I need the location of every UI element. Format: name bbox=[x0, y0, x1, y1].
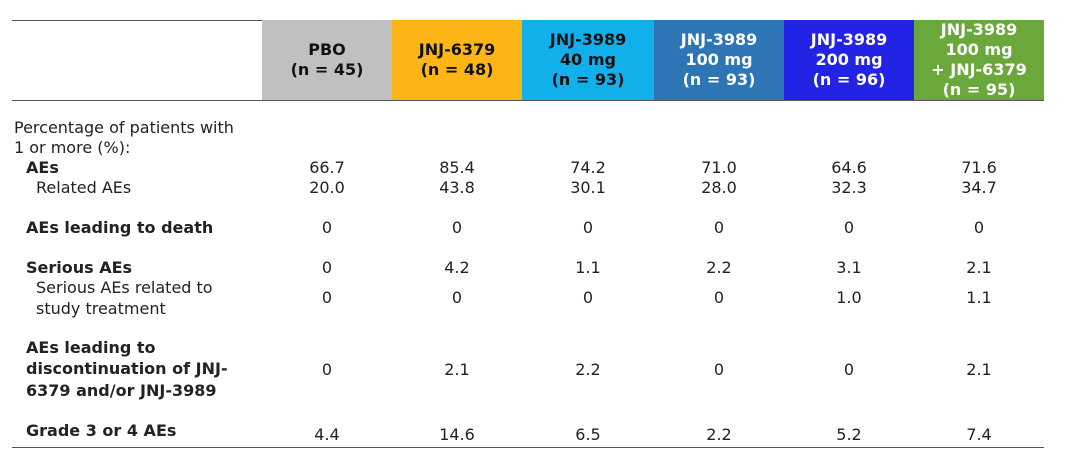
cell-value: 20.0 bbox=[309, 178, 345, 197]
header-line: (n = 48) bbox=[420, 60, 494, 79]
cell-value: 5.2 bbox=[836, 425, 862, 444]
cell-value: 71.6 bbox=[961, 158, 997, 177]
header-line: (n = 93) bbox=[682, 70, 756, 89]
cell-value: 6.5 bbox=[575, 425, 601, 444]
cell-value: 0 bbox=[713, 360, 725, 379]
cell-value: 3.1 bbox=[836, 258, 862, 277]
row-label: Serious AEs bbox=[26, 258, 133, 277]
cell-value: 0 bbox=[582, 288, 594, 307]
cell-value: 0 bbox=[451, 288, 463, 307]
header-line: 100 mg bbox=[945, 40, 1013, 59]
cell-value: 66.7 bbox=[309, 158, 345, 177]
cell-value: 2.2 bbox=[706, 425, 732, 444]
cell-value: 2.2 bbox=[706, 258, 732, 277]
cell-value: 2.1 bbox=[444, 360, 470, 379]
cell-value: 30.1 bbox=[570, 178, 606, 197]
cell-value: 4.2 bbox=[444, 258, 470, 277]
cell-value: 0 bbox=[843, 360, 855, 379]
header-line: 100 mg bbox=[685, 50, 753, 69]
row-label: Related AEs bbox=[36, 178, 132, 197]
cell-value: 0 bbox=[713, 288, 725, 307]
header-cell: JNJ-3989 100 mg (n = 93) bbox=[654, 20, 784, 100]
cell-value: 0 bbox=[973, 218, 985, 237]
row-label: AEs leading to bbox=[26, 338, 156, 357]
cell-value: 71.0 bbox=[701, 158, 737, 177]
cell-value: 64.6 bbox=[831, 158, 867, 177]
header-line: JNJ-3989 bbox=[680, 30, 758, 49]
header-line: (n = 93) bbox=[551, 70, 625, 89]
cell-value: 1.1 bbox=[575, 258, 601, 277]
header-cell: PBO (n = 45) bbox=[262, 20, 392, 100]
header-cell: JNJ-3989 40 mg (n = 93) bbox=[522, 20, 654, 100]
header-cell: JNJ-3989 100 mg + JNJ-6379 (n = 95) bbox=[914, 20, 1044, 100]
cell-value: 0 bbox=[713, 218, 725, 237]
cell-value: 0 bbox=[321, 258, 333, 277]
cell-value: 1.1 bbox=[966, 288, 992, 307]
cell-value: 43.8 bbox=[439, 178, 475, 197]
cell-value: 2.1 bbox=[966, 360, 992, 379]
cell-value: 7.4 bbox=[966, 425, 992, 444]
row-label: AEs bbox=[26, 158, 59, 177]
row-label: study treatment bbox=[36, 299, 166, 318]
row-label: discontinuation of JNJ- bbox=[26, 359, 228, 378]
header-cell: JNJ-3989 200 mg (n = 96) bbox=[784, 20, 914, 100]
row-label: 1 or more (%): bbox=[14, 138, 131, 157]
header-line: JNJ-3989 bbox=[940, 20, 1018, 39]
header-line: JNJ-3989 bbox=[810, 30, 888, 49]
header-line: JNJ-3989 bbox=[549, 30, 627, 49]
header-rule bbox=[12, 100, 1044, 101]
row-label: AEs leading to death bbox=[26, 218, 214, 237]
cell-value: 0 bbox=[321, 360, 333, 379]
cell-value: 4.4 bbox=[314, 425, 340, 444]
cell-value: 85.4 bbox=[439, 158, 475, 177]
cell-value: 0 bbox=[843, 218, 855, 237]
header-line: + JNJ-6379 bbox=[931, 60, 1027, 79]
header-line: 40 mg bbox=[560, 50, 616, 69]
header-line: 200 mg bbox=[815, 50, 883, 69]
cell-value: 1.0 bbox=[836, 288, 862, 307]
cell-value: 28.0 bbox=[701, 178, 737, 197]
cell-value: 2.2 bbox=[575, 360, 601, 379]
header-cell: JNJ-6379 (n = 48) bbox=[392, 20, 522, 100]
cell-value: 0 bbox=[321, 288, 333, 307]
cell-value: 34.7 bbox=[961, 178, 997, 197]
row-label: 6379 and/or JNJ-3989 bbox=[26, 381, 217, 400]
cell-value: 2.1 bbox=[966, 258, 992, 277]
row-label: Grade 3 or 4 AEs bbox=[26, 421, 177, 440]
header-line: JNJ-6379 bbox=[418, 40, 496, 59]
header-line: PBO bbox=[308, 40, 346, 59]
cell-value: 74.2 bbox=[570, 158, 606, 177]
header-line: (n = 96) bbox=[812, 70, 886, 89]
cell-value: 0 bbox=[321, 218, 333, 237]
cell-value: 0 bbox=[451, 218, 463, 237]
row-label: Serious AEs related to bbox=[36, 278, 213, 297]
header-line: (n = 95) bbox=[942, 80, 1016, 99]
cell-value: 32.3 bbox=[831, 178, 867, 197]
row-label: Percentage of patients with bbox=[14, 118, 234, 137]
header-line: (n = 45) bbox=[290, 60, 364, 79]
bottom-rule bbox=[12, 447, 1044, 448]
cell-value: 0 bbox=[582, 218, 594, 237]
cell-value: 14.6 bbox=[439, 425, 475, 444]
